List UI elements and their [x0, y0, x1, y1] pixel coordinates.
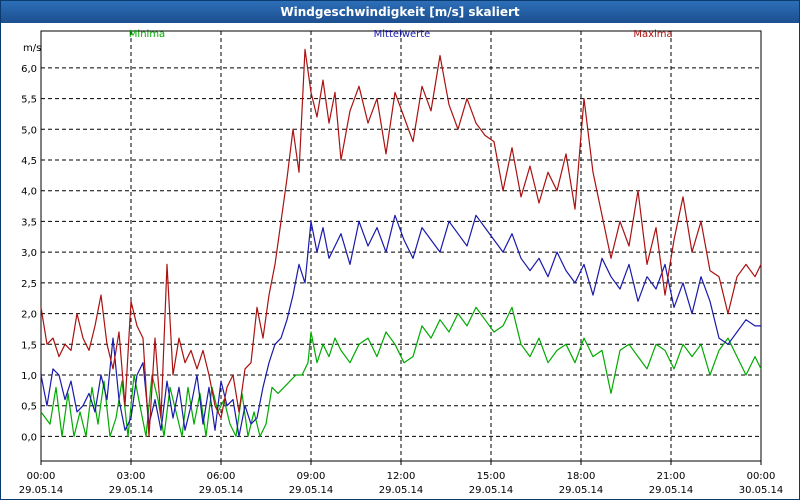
series-line-mittelwerte	[40, 214, 761, 437]
y-tick-label: 3,0	[21, 248, 37, 259]
x-tick-time: 00:00	[27, 471, 56, 482]
x-tick-time: 18:00	[567, 471, 596, 482]
y-tick-label: 5,0	[21, 125, 37, 136]
x-tick-date: 29.05.14	[469, 485, 514, 496]
x-tick-time: 15:00	[477, 471, 506, 482]
y-tick-label: 5,5	[21, 95, 37, 106]
legend-entry-maxima: Maxima	[633, 29, 672, 40]
y-axis-label: m/s	[23, 43, 41, 54]
y-tick-label: 0,0	[21, 432, 37, 443]
x-tick-time: 00:00	[747, 471, 776, 482]
x-tick-date: 30.05.14	[739, 485, 784, 496]
legend-entry-mittelwerte: Mittelwerte	[374, 29, 431, 40]
y-tick-label: 4,0	[21, 187, 37, 198]
wind-speed-chart: 0,0 0,5 1,0 1,5 2,0 2,5 3,0 3,5 4,0 4,5 5,0 5,5 6,0 m…	[19, 29, 784, 496]
y-tick-label: 2,0	[21, 310, 37, 321]
x-tick-date: 29.05.14	[19, 485, 64, 496]
x-tick-date: 29.05.14	[559, 485, 604, 496]
series-lines	[40, 48, 762, 437]
x-tick-date: 29.05.14	[289, 485, 334, 496]
x-tick-time: 06:00	[207, 471, 236, 482]
y-tick-label: 4,5	[21, 156, 37, 167]
x-tick-time: 12:00	[387, 471, 416, 482]
y-tick-label: 1,0	[21, 371, 37, 382]
series-line-maxima	[40, 48, 762, 437]
x-tick-time: 03:00	[117, 471, 146, 482]
x-tick-date: 29.05.14	[649, 485, 694, 496]
window-title: Windgeschwindigkeit [m/s] skaliert	[1, 1, 799, 23]
x-tick-time: 09:00	[297, 471, 326, 482]
x-tick-date: 29.05.14	[199, 485, 244, 496]
y-tick-label: 3,5	[21, 217, 37, 228]
legend: Minima Mittelwerte Maxima	[129, 29, 673, 40]
series-line-minima	[40, 306, 762, 437]
legend-entry-minima: Minima	[129, 29, 165, 40]
axes-labels: 0,0 0,5 1,0 1,5 2,0 2,5 3,0 3,5 4,0 4,5 5,0 5,5 6,0 m…	[19, 43, 784, 496]
x-tick-date: 29.05.14	[109, 485, 154, 496]
y-tick-label: 2,5	[21, 279, 37, 290]
y-tick-label: 0,5	[21, 402, 37, 413]
y-tick-label: 6,0	[21, 64, 37, 75]
x-tick-time: 21:00	[657, 471, 686, 482]
y-tick-label: 1,5	[21, 340, 37, 351]
x-tick-date: 29.05.14	[379, 485, 424, 496]
